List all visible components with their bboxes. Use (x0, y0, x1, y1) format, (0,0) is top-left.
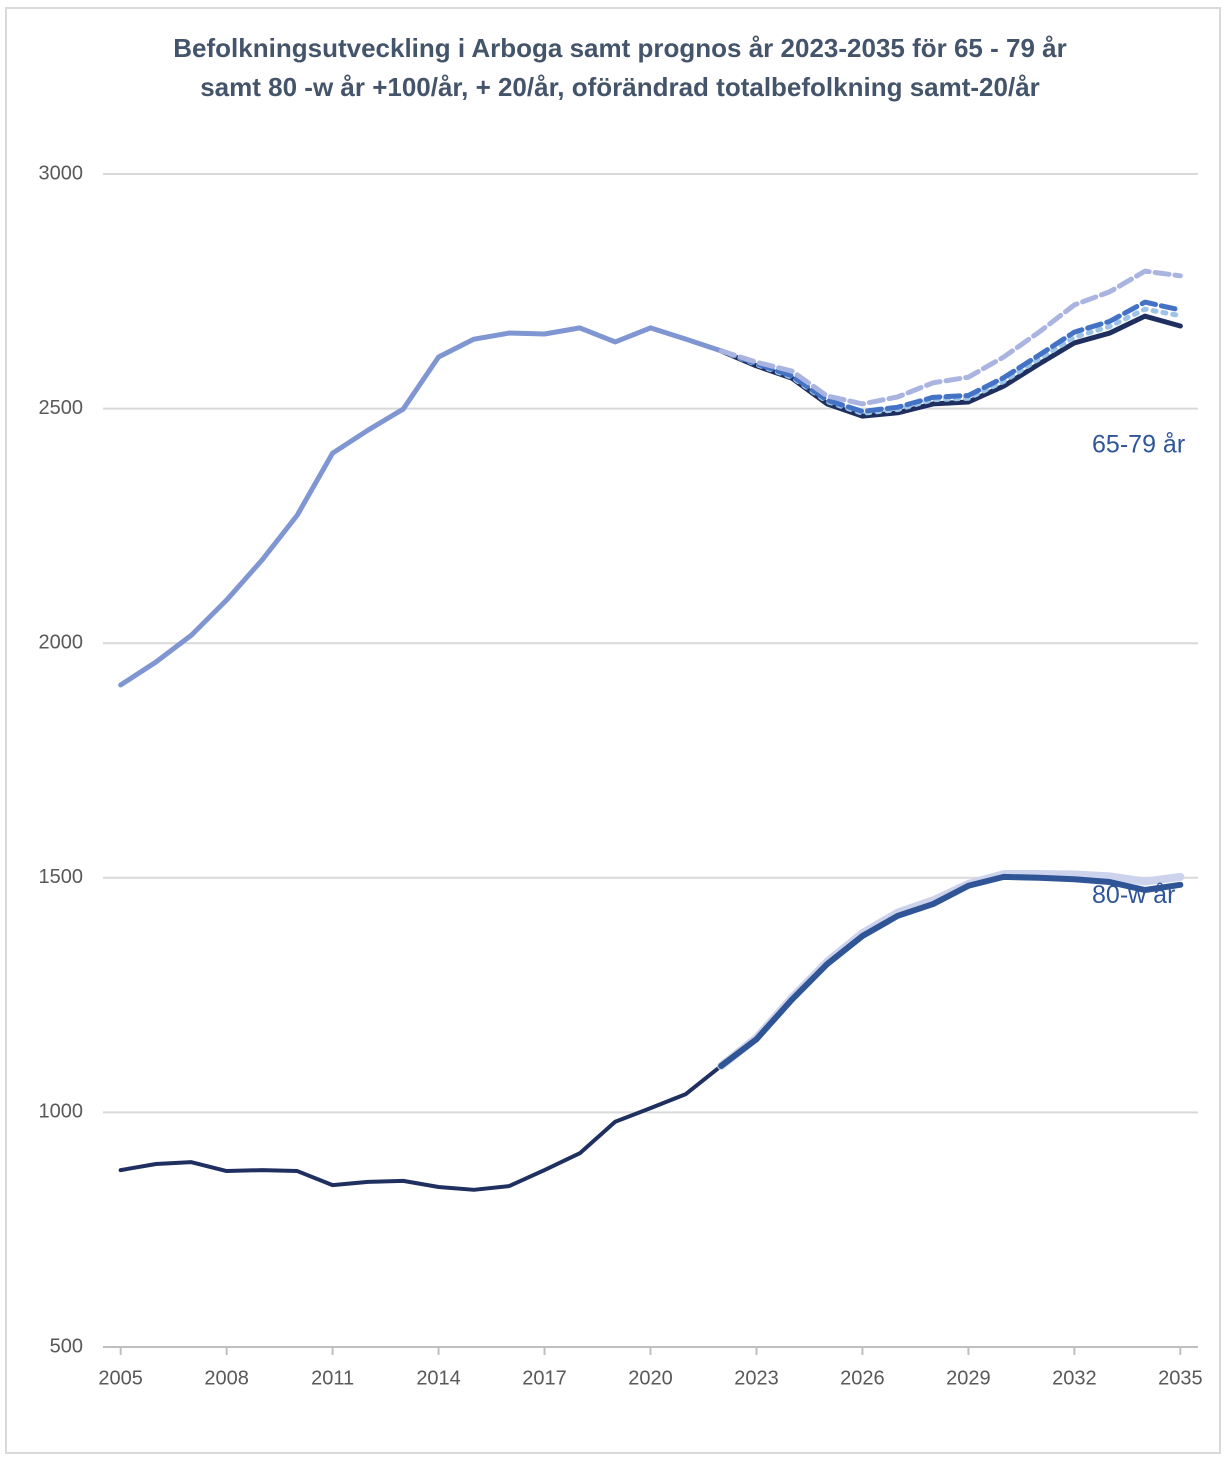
y-tick-label: 2500 (39, 397, 84, 419)
x-tick-label: 2005 (98, 1367, 143, 1389)
y-tick-label: 2000 (39, 631, 84, 653)
x-tick-label: 2017 (522, 1367, 567, 1389)
y-tick-label: 3000 (39, 162, 84, 184)
x-tick-label: 2032 (1052, 1367, 1097, 1389)
series-line (118, 1063, 724, 1192)
chart-title: samt 80 -w år +100/år, + 20/år, oförändr… (200, 72, 1040, 102)
series-line (718, 873, 1184, 1069)
series-line (718, 268, 1183, 407)
annotation: 65-79 år (1092, 431, 1185, 459)
annotation: 80-w år (1092, 881, 1175, 909)
x-tick-label: 2020 (628, 1367, 673, 1389)
chart-frame (5, 7, 1221, 1454)
x-tick-label: 2014 (416, 1367, 461, 1389)
chart-title: Befolkningsutveckling i Arboga samt prog… (173, 33, 1066, 63)
x-tick-label: 2008 (204, 1367, 249, 1389)
x-tick-label: 2011 (311, 1367, 354, 1389)
series-line (118, 325, 724, 688)
series-line (718, 299, 1183, 414)
x-tick-label: 2035 (1158, 1367, 1203, 1389)
y-tick-label: 500 (50, 1335, 83, 1357)
y-tick-label: 1500 (39, 866, 84, 888)
x-tick-label: 2023 (734, 1367, 779, 1389)
x-tick-label: 2029 (946, 1367, 991, 1389)
x-tick-label: 2026 (840, 1367, 885, 1389)
y-tick-label: 1000 (39, 1101, 84, 1123)
